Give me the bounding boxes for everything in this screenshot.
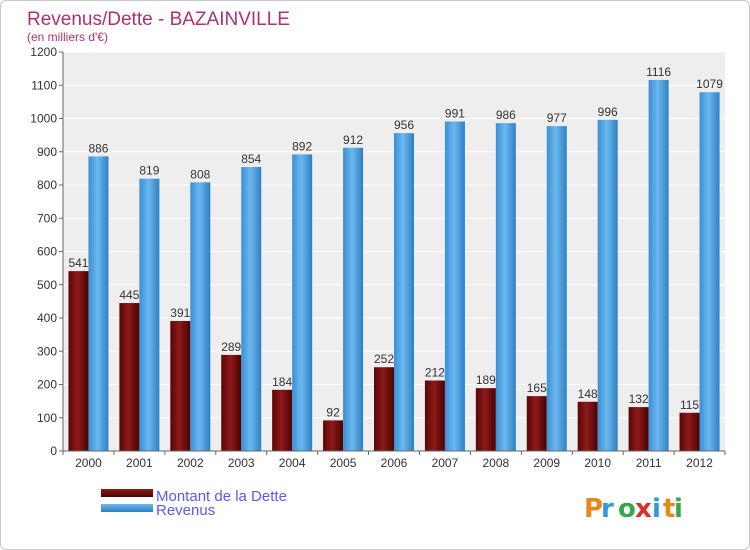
- y-tick-label: 300: [37, 344, 57, 358]
- debt-value-label: 289: [221, 340, 241, 354]
- debt-value-label: 541: [68, 256, 88, 270]
- bars: [68, 79, 720, 452]
- revenus-value-label: 1079: [696, 77, 723, 91]
- debt-value-label: 115: [680, 398, 699, 412]
- revenus-value-label: 886: [88, 141, 108, 155]
- logo-glyph: i: [652, 494, 661, 524]
- debt-value-label: 148: [578, 387, 598, 401]
- logo-glyph: t: [663, 494, 675, 524]
- revenus-bar: [292, 154, 313, 451]
- debt-value-label: 212: [425, 366, 445, 380]
- x-tick-label: 2011: [636, 456, 662, 470]
- debt-bar: [221, 354, 242, 451]
- revenus-value-label: 991: [445, 106, 465, 120]
- y-tick-label: 400: [37, 311, 57, 325]
- y-tick-label: 900: [37, 145, 57, 159]
- revenus-bar: [88, 156, 109, 451]
- revenus-value-label: 977: [547, 111, 567, 125]
- debt-bar: [374, 367, 394, 451]
- debt-bar: [577, 401, 598, 451]
- y-axis: 0 100 200 300 400 500 600 700 800 900 1000 1100 1200: [30, 45, 64, 458]
- revenus-bar: [495, 123, 516, 451]
- debt-bar: [526, 396, 547, 451]
- debt-bar: [119, 303, 140, 451]
- chart-subtitle: (en milliers d'€): [27, 30, 108, 44]
- revenus-bar: [343, 147, 364, 451]
- y-tick-label: 100: [37, 411, 57, 425]
- debt-value-label: 252: [374, 352, 394, 366]
- debt-value-label: 165: [527, 381, 547, 395]
- logo-glyph: i: [674, 494, 683, 524]
- debt-value-label: 184: [272, 375, 292, 389]
- logo-glyph: o: [618, 494, 636, 524]
- debt-value-label: 391: [170, 306, 190, 320]
- x-tick-label: 2004: [279, 456, 306, 470]
- revenus-bar: [241, 167, 262, 452]
- debt-bar: [323, 420, 344, 451]
- revenus-value-label: 1116: [646, 65, 671, 79]
- x-tick-label: 2010: [584, 456, 611, 470]
- legend: Montant de la Dette Revenus: [101, 488, 287, 519]
- revenus-bar: [699, 92, 720, 452]
- y-tick-label: 1000: [30, 112, 57, 126]
- x-tick-label: 2008: [482, 456, 509, 470]
- y-tick-label: 1200: [30, 45, 57, 59]
- x-tick-label: 2001: [126, 456, 153, 470]
- x-tick-label: 2006: [381, 456, 408, 470]
- revenus-value-label: 996: [598, 105, 618, 119]
- debt-bar: [272, 389, 293, 451]
- y-tick-label: 800: [37, 178, 57, 192]
- x-tick-label: 2012: [686, 456, 713, 470]
- revenus-bar: [444, 121, 465, 452]
- debt-bar: [679, 412, 700, 451]
- x-tick-label: 2007: [432, 456, 459, 470]
- y-tick-label: 200: [37, 378, 57, 392]
- debt-value-label: 189: [476, 373, 496, 387]
- debt-value-label: 132: [629, 392, 649, 406]
- y-tick-label: 1100: [31, 78, 57, 92]
- legend-label-debt: Montant de la Dette: [156, 488, 287, 505]
- debt-value-label: 445: [119, 288, 139, 302]
- revenus-bar: [190, 182, 211, 451]
- legend-label-revenus: Revenus: [156, 502, 215, 519]
- revenus-bar: [139, 178, 160, 451]
- logo-glyph: x: [635, 494, 652, 524]
- y-tick-label: 700: [37, 211, 57, 225]
- logo-glyph: P: [584, 494, 603, 524]
- debt-value-label: 92: [326, 405, 340, 419]
- revenus-value-label: 808: [190, 167, 210, 181]
- debt-bar: [475, 388, 496, 451]
- legend-swatch-revenus: [101, 504, 153, 512]
- revenus-value-label: 986: [496, 108, 516, 122]
- legend-swatch-debt: [101, 489, 153, 497]
- revenus-bar: [597, 119, 618, 451]
- revenus-value-label: 956: [394, 118, 414, 132]
- x-tick-label: 2002: [177, 456, 204, 470]
- debt-bar: [170, 320, 191, 451]
- debt-bar: [628, 407, 649, 451]
- revenus-value-label: 854: [241, 152, 261, 166]
- proxiti-logo: Pr o x i ti: [584, 494, 683, 524]
- chart-title: Revenus/Dette - BAZAINVILLE: [27, 9, 290, 30]
- revenus-value-label: 912: [343, 133, 363, 147]
- revenus-value-label: 892: [292, 139, 312, 153]
- y-tick-label: 500: [37, 278, 57, 292]
- x-tick-label: 2003: [228, 456, 255, 470]
- revenus-bar: [394, 133, 414, 451]
- debt-bar: [68, 271, 89, 451]
- revenus-bar: [648, 79, 669, 452]
- debt-bar: [424, 380, 445, 451]
- logo-glyph: r: [601, 494, 614, 524]
- x-axis: 2000 2001 2002 2003 2004 2005 2006 2007 2008 2009…: [62, 450, 726, 470]
- y-tick-label: 600: [37, 245, 57, 259]
- x-tick-label: 2009: [533, 456, 560, 470]
- x-tick-label: 2000: [75, 456, 102, 470]
- revenus-bar: [546, 126, 567, 452]
- revenus-value-label: 819: [139, 164, 159, 178]
- data-labels: 541 886 445 819 391 808 289 854 184 892 92 912 252 95…: [68, 65, 723, 419]
- y-tick-label: 0: [50, 444, 57, 458]
- x-tick-label: 2005: [330, 456, 357, 470]
